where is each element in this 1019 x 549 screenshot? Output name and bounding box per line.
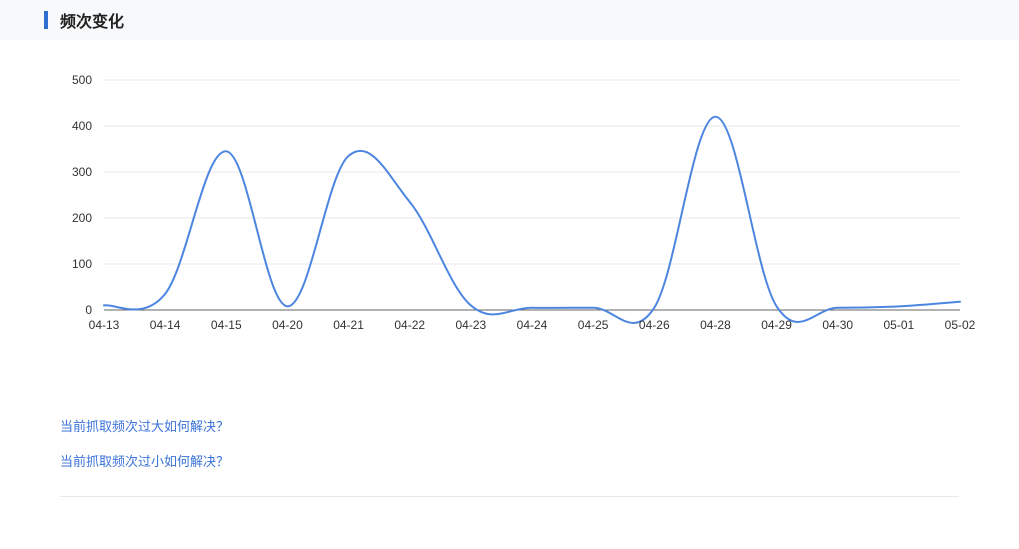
x-tick-label: 04-13 [89,318,120,332]
help-link-crawl-too-low[interactable]: 当前抓取频次过小如何解决？ [60,451,959,470]
y-axis: 0100200300400500 [60,80,100,310]
x-tick-label: 04-30 [822,318,853,332]
header-accent-bar [44,11,48,29]
frequency-chart: 0 100 200 300 400 500 04-13 04-14 04-15 04-20 04-… [0,40,1019,360]
x-tick-label: 04-25 [578,318,609,332]
x-tick-label: 04-22 [394,318,425,332]
x-tick-label: 04-28 [700,318,731,332]
x-tick-label: 04-26 [639,318,670,332]
y-tick-label: 100 [72,257,92,271]
y-tick-label: 300 [72,165,92,179]
x-tick-label: 04-23 [455,318,486,332]
help-links-section: 当前抓取频次过大如何解决？ 当前抓取频次过小如何解决？ [60,390,959,497]
x-tick-label: 05-02 [945,318,976,332]
x-tick-label: 04-29 [761,318,792,332]
y-tick-label: 500 [72,73,92,87]
section-header: 频次变化 [0,0,1019,40]
y-tick-label: 400 [72,119,92,133]
x-tick-label: 04-15 [211,318,242,332]
x-axis: 04-1304-1404-1504-2004-2104-2204-2304-24… [104,318,960,338]
x-tick-label: 04-20 [272,318,303,332]
chart-series-line [104,117,960,323]
x-tick-label: 04-24 [517,318,548,332]
x-tick-label: 04-14 [150,318,181,332]
chart-plot-area [104,80,960,310]
y-tick-label: 0 [85,303,92,317]
x-tick-label: 04-21 [333,318,364,332]
help-link-crawl-too-high[interactable]: 当前抓取频次过大如何解决？ [60,416,959,435]
x-tick-label: 05-01 [883,318,914,332]
y-tick-label: 200 [72,211,92,225]
section-title: 频次变化 [60,8,124,32]
